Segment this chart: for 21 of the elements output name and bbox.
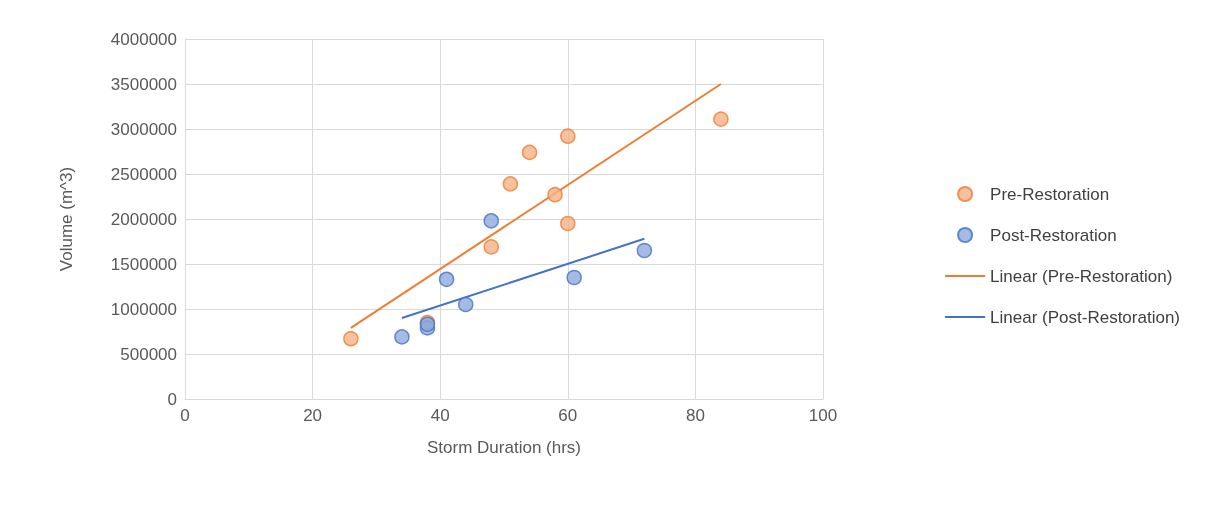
y-axis-title: Volume (m^3) bbox=[57, 166, 76, 272]
y-tick-label: 3500000 bbox=[110, 74, 177, 94]
x-tick-label: 0 bbox=[180, 406, 190, 425]
legend-label: Post-Restoration bbox=[990, 225, 1117, 245]
legend-label: Linear (Post-Restoration) bbox=[990, 307, 1181, 327]
legend-label: Pre-Restoration bbox=[990, 184, 1110, 204]
x-tick-label: 40 bbox=[430, 406, 450, 425]
x-tick-label: 80 bbox=[685, 406, 705, 425]
x-axis-title: Storm Duration (hrs) bbox=[427, 438, 581, 457]
legend-label: Linear (Pre-Restoration) bbox=[990, 266, 1173, 286]
y-tick-label: 4000000 bbox=[110, 29, 177, 49]
x-tick-label: 20 bbox=[303, 406, 323, 425]
y-tick-label: 2000000 bbox=[110, 209, 177, 229]
y-tick-label: 0 bbox=[167, 389, 177, 409]
y-tick-label: 3000000 bbox=[110, 119, 177, 139]
y-tick-label: 2500000 bbox=[110, 164, 177, 184]
x-tick-label: 60 bbox=[558, 406, 578, 425]
y-tick-label: 1500000 bbox=[110, 254, 177, 274]
y-tick-label: 500000 bbox=[120, 344, 177, 364]
x-tick-label: 100 bbox=[808, 406, 838, 425]
y-tick-label: 1000000 bbox=[110, 299, 177, 319]
